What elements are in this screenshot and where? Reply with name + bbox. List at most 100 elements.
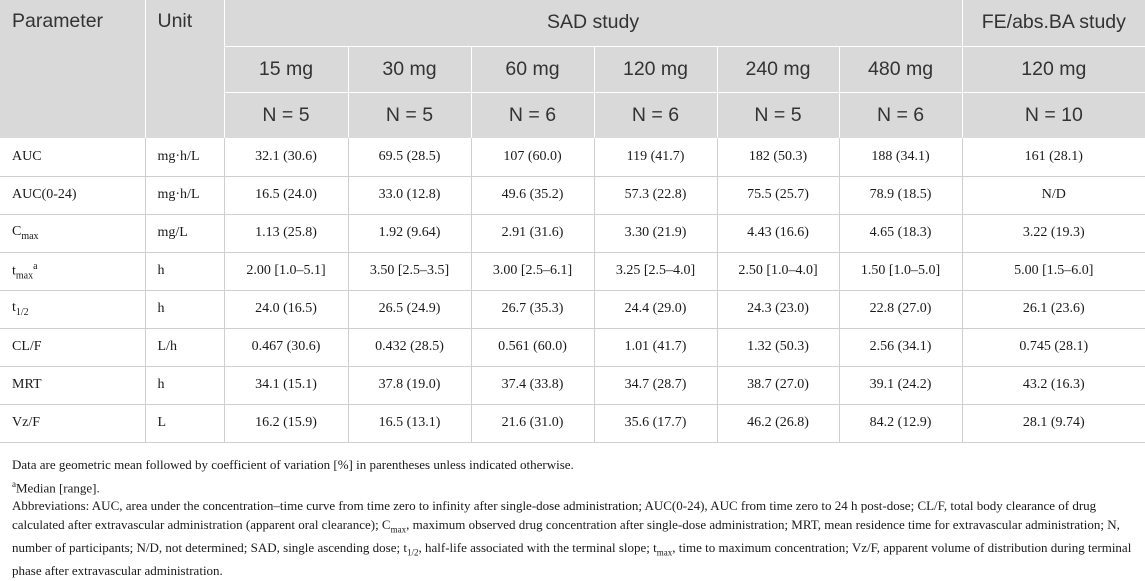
param-cell: Cmax	[0, 214, 145, 253]
value-cell: 119 (41.7)	[593, 138, 717, 177]
value-cell: 37.4 (33.8)	[470, 366, 594, 405]
value-cell: 24.3 (23.0)	[716, 290, 839, 329]
footnote-data-note: Data are geometric mean followed by coef…	[12, 457, 574, 472]
value-cell: 84.2 (12.9)	[838, 404, 963, 443]
value-cell: 1.13 (25.8)	[223, 214, 348, 253]
value-cell: 24.4 (29.0)	[593, 290, 717, 329]
table-footnotes: Data are geometric mean followed by coef…	[12, 456, 1137, 581]
value-cell: 3.25 [2.5–4.0]	[593, 252, 717, 291]
header-n: N = 6	[593, 92, 717, 138]
unit-cell: h	[144, 252, 224, 291]
value-cell: 46.2 (26.8)	[716, 404, 839, 443]
abbreviations-subscript: max	[390, 524, 407, 535]
value-cell: 26.1 (23.6)	[961, 290, 1145, 329]
header-sad-study: SAD study	[223, 0, 963, 47]
table-row-mrt: MRT h 34.1 (15.1) 37.8 (19.0) 37.4 (33.8…	[0, 366, 1145, 405]
pk-parameters-table: Parameter Unit SAD study FE/abs.BA study…	[0, 0, 1145, 443]
param-cell: Vz/F	[0, 404, 145, 443]
table-header: Parameter Unit SAD study FE/abs.BA study…	[0, 0, 1145, 138]
value-cell: 34.1 (15.1)	[223, 366, 348, 405]
value-cell: 161 (28.1)	[961, 138, 1145, 177]
value-cell: 21.6 (31.0)	[470, 404, 594, 443]
abbreviations-text: , time to maximum concentration; Vz/F, a…	[12, 539, 1132, 579]
unit-cell: mg/L	[144, 214, 224, 253]
value-cell: 35.6 (17.7)	[593, 404, 717, 443]
value-cell: N/D	[961, 176, 1145, 215]
abbreviations-subscript: 1/2	[406, 547, 419, 558]
value-cell: 2.50 [1.0–4.0]	[716, 252, 839, 291]
header-dose: 60 mg	[470, 46, 594, 93]
value-cell: 188 (34.1)	[838, 138, 963, 177]
value-cell: 39.1 (24.2)	[838, 366, 963, 405]
header-n: N = 10	[961, 92, 1145, 138]
value-cell: 3.00 [2.5–6.1]	[470, 252, 594, 291]
param-cell: tmaxa	[0, 252, 145, 291]
abbreviations-text: , half-life associated with the terminal…	[418, 539, 657, 555]
header-n: N = 6	[470, 92, 594, 138]
param-cell: AUC(0-24)	[0, 176, 145, 215]
param-cell: t1/2	[0, 290, 145, 329]
value-cell: 34.7 (28.7)	[593, 366, 717, 405]
param-subscript: max	[21, 230, 39, 242]
value-cell: 43.2 (16.3)	[961, 366, 1145, 405]
header-dose: 120 mg	[593, 46, 717, 93]
value-cell: 1.92 (9.64)	[347, 214, 471, 253]
header-row-groups: Parameter Unit SAD study FE/abs.BA study	[0, 0, 1145, 138]
table-row-t-half: t1/2 h 24.0 (16.5) 26.5 (24.9) 26.7 (35.…	[0, 290, 1145, 329]
value-cell: 107 (60.0)	[470, 138, 594, 177]
header-dose: 30 mg	[347, 46, 471, 93]
footnote-median-text: Median [range].	[16, 479, 100, 495]
param-subscript: 1/2	[15, 306, 29, 318]
value-cell: 5.00 [1.5–6.0]	[961, 252, 1145, 291]
value-cell: 2.56 (34.1)	[838, 328, 963, 367]
header-row-doses: 15 mg 30 mg 60 mg 120 mg 240 mg 480 mg 1…	[0, 46, 1145, 93]
value-cell: 2.91 (31.6)	[470, 214, 594, 253]
value-cell: 3.30 (21.9)	[593, 214, 717, 253]
abbreviations-text: Abbreviations: AUC, area under the conce…	[12, 498, 1097, 532]
header-n: N = 5	[223, 92, 348, 138]
value-cell: 69.5 (28.5)	[347, 138, 471, 177]
value-cell: 26.5 (24.9)	[347, 290, 471, 329]
value-cell: 2.00 [1.0–5.1]	[223, 252, 348, 291]
unit-cell: mg·h/L	[144, 138, 224, 177]
header-dose: 15 mg	[223, 46, 348, 93]
value-cell: 24.0 (16.5)	[223, 290, 348, 329]
abbreviations-text: , maximum observed drug concentration af…	[12, 516, 1120, 555]
header-dose: 240 mg	[716, 46, 839, 93]
footnote-abbreviations: Abbreviations: AUC, area under the conce…	[12, 497, 1137, 580]
value-cell: 1.32 (50.3)	[716, 328, 839, 367]
value-cell: 4.43 (16.6)	[716, 214, 839, 253]
value-cell: 28.1 (9.74)	[961, 404, 1145, 443]
value-cell: 37.8 (19.0)	[347, 366, 471, 405]
value-cell: 16.2 (15.9)	[223, 404, 348, 443]
value-cell: 0.561 (60.0)	[470, 328, 594, 367]
table-row-tmax: tmaxa h 2.00 [1.0–5.1] 3.50 [2.5–3.5] 3.…	[0, 252, 1145, 291]
header-dose: 120 mg	[961, 46, 1145, 93]
value-cell: 182 (50.3)	[716, 138, 839, 177]
table-body: AUC mg·h/L 32.1 (30.6) 69.5 (28.5) 107 (…	[0, 138, 1145, 443]
header-n: N = 5	[347, 92, 471, 138]
value-cell: 16.5 (24.0)	[223, 176, 348, 215]
unit-cell: L/h	[144, 328, 224, 367]
value-cell: 16.5 (13.1)	[347, 404, 471, 443]
header-unit: Unit	[144, 0, 224, 138]
value-cell: 4.65 (18.3)	[838, 214, 963, 253]
value-cell: 1.01 (41.7)	[593, 328, 717, 367]
value-cell: 49.6 (35.2)	[470, 176, 594, 215]
value-cell: 32.1 (30.6)	[223, 138, 348, 177]
header-row-n: N = 5 N = 5 N = 6 N = 6 N = 5 N = 6 N = …	[0, 92, 1145, 138]
param-cell: MRT	[0, 366, 145, 405]
unit-cell: h	[144, 366, 224, 405]
unit-cell: L	[144, 404, 224, 443]
param-base: C	[12, 224, 22, 240]
value-cell: 3.50 [2.5–3.5]	[347, 252, 471, 291]
value-cell: 22.8 (27.0)	[838, 290, 963, 329]
value-cell: 3.22 (19.3)	[961, 214, 1145, 253]
param-cell: CL/F	[0, 328, 145, 367]
footnote-marker: a	[12, 478, 16, 489]
param-base: t	[12, 300, 16, 316]
header-n: N = 6	[838, 92, 963, 138]
value-cell: 38.7 (27.0)	[716, 366, 839, 405]
header-fe-study: FE/abs.BA study	[961, 0, 1145, 47]
value-cell: 0.432 (28.5)	[347, 328, 471, 367]
